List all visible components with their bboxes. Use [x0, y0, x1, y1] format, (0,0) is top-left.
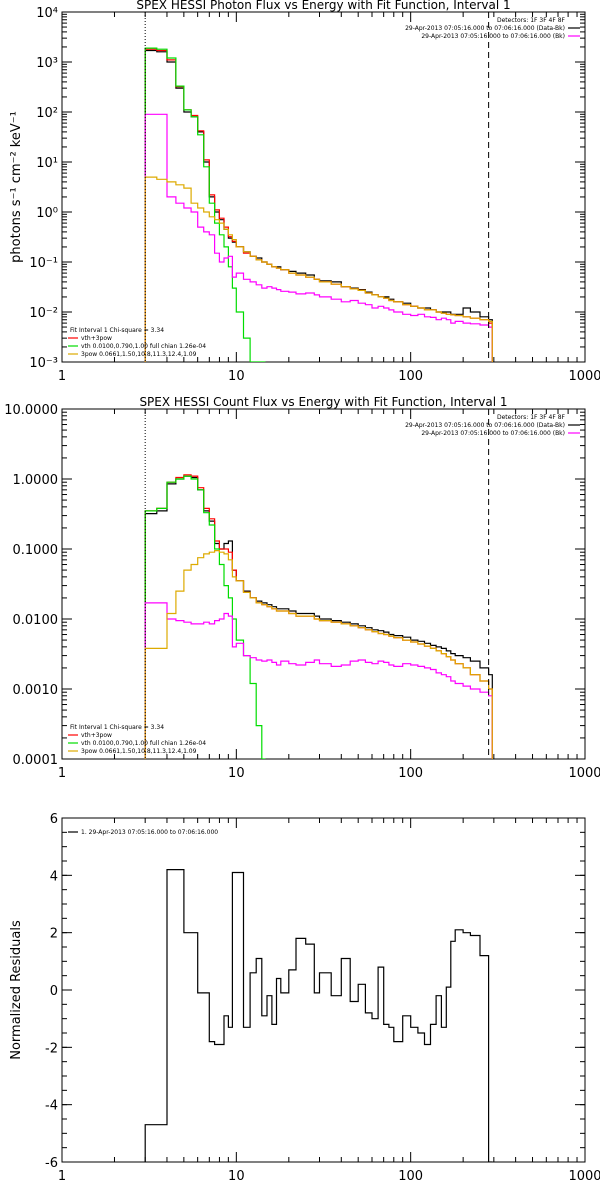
series-line	[144, 602, 493, 759]
series-line	[144, 474, 493, 759]
series-line	[144, 475, 266, 759]
series-line	[144, 550, 493, 759]
legend-left-text: vth 0.0100,0.790,1.00 full chian 1.26e-0…	[81, 343, 206, 350]
y-tick-label: 0.1000	[13, 543, 59, 558]
legend-right-text: 29-Apr-2013 07:05:16.000 to 07:06:16.000…	[421, 33, 565, 40]
series-line	[144, 47, 266, 362]
legend-left-text: 1. 29-Apr-2013 07:05:16.000 to 07:06:16.…	[81, 829, 218, 836]
x-tick-label: 1	[58, 369, 66, 384]
x-tick-label: 100	[398, 1169, 423, 1184]
y-tick-label: 10⁻¹	[29, 256, 58, 271]
legend-left-text: Fit Interval 1 Chi-square = 3.34	[70, 327, 164, 334]
chart-title: SPEX HESSI Count Flux vs Energy with Fit…	[139, 395, 507, 409]
count-flux-panel: 1 10 100 1000 0.0001 0.0010 0.0100 0.1000 1.0000…	[4, 395, 600, 781]
legend-left-text: vth 0.0100,0.790,1.00 full chian 1.26e-0…	[81, 740, 206, 747]
plot-frame	[61, 11, 586, 363]
y-axis-label: Normalized Residuals	[9, 920, 24, 1060]
y-tick-label: 1.0000	[13, 473, 59, 488]
plot-area	[144, 47, 493, 362]
plot-frame	[61, 408, 586, 760]
series-line	[144, 869, 493, 1162]
chart-title: SPEX HESSI Photon Flux vs Energy with Fi…	[136, 0, 510, 12]
x-tick-label: 1000	[568, 1169, 600, 1184]
legend-left-text: vth+3pow	[81, 732, 112, 739]
series-line	[144, 113, 493, 362]
x-tick-label: 1	[58, 1169, 66, 1184]
y-tick-label: 10³	[36, 56, 58, 71]
y-tick-label: 0	[50, 984, 58, 999]
y-tick-label: 10⁻²	[29, 306, 58, 321]
x-tick-label: 1000	[568, 766, 600, 781]
y-axis-label: photons s⁻¹ cm⁻² keV⁻¹	[9, 111, 24, 263]
residuals-panel: 1 10 100 1000 -6 -4 -2 0 2 4 6 Normalized Residuals…	[9, 812, 600, 1184]
y-tick-label: 10²	[36, 106, 58, 121]
x-tick-label: 100	[398, 766, 423, 781]
legend-right-text: Detectors: 1F 3F 4F 8F	[497, 17, 566, 24]
y-tick-label: 0.0100	[13, 613, 59, 628]
plot-area	[144, 474, 493, 759]
y-tick-label: 10⁰	[36, 206, 58, 221]
y-tick-label: 0.0001	[13, 753, 59, 768]
photon-flux-panel: 1 10 100 1000 10⁻³ 10⁻² 10⁻¹ 10⁰ 10¹ 10² 10³ 10⁴ SPE…	[9, 0, 600, 384]
x-tick-label: 1	[58, 766, 66, 781]
y-tick-label: 0.0010	[13, 683, 59, 698]
legend-right-text: 29-Apr-2013 07:05:16.000 to 07:06:16.000…	[421, 430, 565, 437]
y-tick-label: 4	[50, 869, 58, 884]
series-line	[144, 475, 493, 759]
legend-left-text: 3pow 0.0661,1.50,10.8,11.3,12.4,1.09	[81, 351, 197, 358]
legend-right-text: 29-Apr-2013 07:05:16.000 to 07:06:16.000…	[405, 422, 565, 429]
y-tick-label: 10⁴	[36, 6, 58, 21]
y-tick-label: -6	[45, 1156, 58, 1171]
y-tick-label: 6	[50, 812, 58, 827]
legend-left-text: vth+3pow	[81, 335, 112, 342]
x-tick-label: 10	[228, 1169, 245, 1184]
x-tick-label: 1000	[568, 369, 600, 384]
legend-left-text: Fit Interval 1 Chi-square = 3.34	[70, 724, 164, 731]
legend-left-text: 3pow 0.0661,1.50,10.8,11.3,12.4,1.09	[81, 748, 197, 755]
legend-right-text: Detectors: 1F 3F 4F 8F	[497, 414, 566, 421]
legend-right-text: 29-Apr-2013 07:05:16.000 to 07:06:16.000…	[405, 25, 565, 32]
y-tick-label: 10¹	[36, 156, 58, 171]
y-tick-label: 10⁻³	[29, 356, 58, 371]
y-tick-label: 10.0000	[4, 403, 58, 418]
x-tick-label: 100	[398, 369, 423, 384]
x-tick-label: 10	[228, 766, 245, 781]
y-tick-label: -4	[45, 1099, 58, 1114]
plot-frame	[61, 817, 586, 1163]
series-line	[144, 176, 493, 362]
y-tick-label: -2	[45, 1041, 58, 1056]
x-tick-label: 10	[228, 369, 245, 384]
y-tick-label: 2	[50, 927, 58, 942]
plot-area	[144, 869, 493, 1162]
